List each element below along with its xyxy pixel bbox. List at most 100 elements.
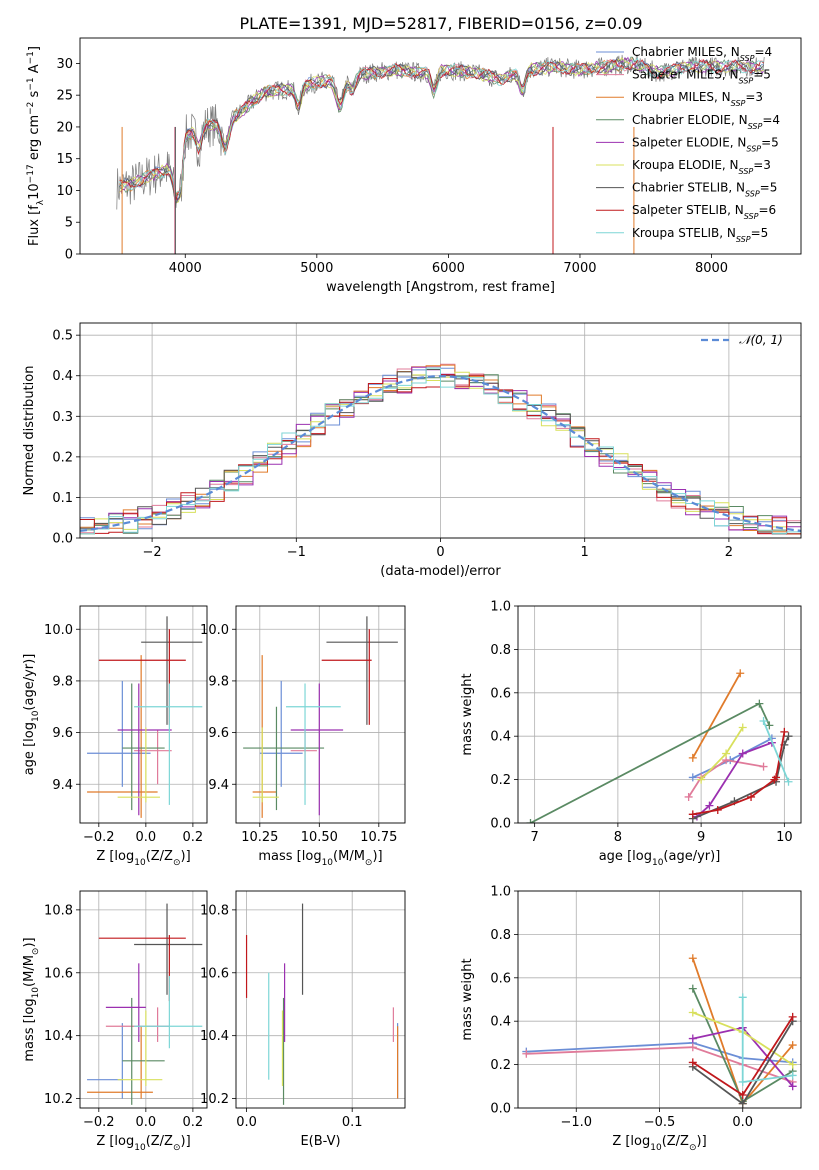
weight-marker bbox=[759, 717, 768, 726]
weight-marker bbox=[688, 954, 697, 963]
tick-label-x: 8 bbox=[614, 830, 622, 845]
axes-frame bbox=[235, 890, 406, 1109]
plot-area-weight-vs-Z bbox=[522, 954, 797, 1108]
tick-label-y: 0.6 bbox=[490, 686, 511, 701]
weight-marker bbox=[738, 1077, 747, 1086]
errorbar-point bbox=[252, 655, 277, 818]
tick-label-y: 25 bbox=[56, 89, 73, 104]
weight-marker bbox=[788, 1012, 797, 1021]
tick-label-y: 9.6 bbox=[208, 726, 229, 741]
tick-label-y: 0.0 bbox=[490, 1102, 511, 1117]
errorbar-point bbox=[98, 629, 186, 725]
axis-label-y: Flux [fλ10−17 erg cm−2 s−1 A−1] bbox=[26, 46, 46, 246]
tick-label-y: 30 bbox=[56, 57, 73, 72]
legend-entry: Chabrier STELIB, NSSP=5 bbox=[632, 181, 777, 199]
tick-label-y: 10.8 bbox=[200, 903, 229, 918]
tick-label-x: 7 bbox=[531, 830, 539, 845]
tick-label-y: 10 bbox=[56, 184, 73, 199]
tick-label-x: 10.25 bbox=[241, 830, 278, 845]
tick-label-x: 9 bbox=[697, 830, 705, 845]
chart-mass-vs-ebv: 0.0 0.1 10.2 10.4 10.6 10.8 E(B-V) bbox=[200, 890, 406, 1149]
weight-line-kroupa-elodie bbox=[700, 727, 744, 781]
errorbar-point bbox=[105, 963, 146, 1042]
tick-label-y: 0.2 bbox=[52, 450, 73, 465]
errorbar-point bbox=[117, 683, 172, 816]
tick-label-y: 10.4 bbox=[200, 1029, 229, 1044]
tick-label-y: 10.0 bbox=[44, 623, 73, 638]
errorbar-point bbox=[259, 680, 303, 787]
tick-label-x: 7000 bbox=[563, 261, 596, 276]
histogram-kroupa-stelib bbox=[80, 367, 801, 535]
errorbar-point bbox=[105, 1007, 170, 1042]
weight-marker bbox=[738, 993, 747, 1002]
tick-label-x: 0 bbox=[436, 545, 444, 560]
axes-frame bbox=[79, 322, 802, 539]
errorbar-point bbox=[117, 1010, 163, 1086]
chart-weight-vs-age: 7 8 9 10 0.0 0.2 0.4 0.6 0.8 1.0 age [log10(age/yr… bbox=[460, 600, 802, 868]
errorbar-point bbox=[290, 683, 344, 816]
tick-label-y: 9.6 bbox=[52, 726, 73, 741]
weight-line-salpeter-miles bbox=[687, 759, 764, 798]
tick-label-y: 0.6 bbox=[490, 971, 511, 986]
legend-entry: Kroupa STELIB, NSSP=5 bbox=[632, 226, 768, 244]
plot-area-spectrum bbox=[116, 53, 765, 254]
plot-area-residuals bbox=[80, 363, 801, 535]
tick-label-x: 8000 bbox=[695, 261, 728, 276]
weight-line-salpeter-elodie bbox=[696, 741, 773, 818]
errorbar-point bbox=[290, 730, 317, 785]
model-line-salpeter-elodie bbox=[119, 56, 764, 201]
weight-marker bbox=[688, 984, 697, 993]
plot-area-mass-vs-ebv bbox=[245, 903, 399, 1105]
weight-line-salpeter-stelib bbox=[692, 731, 786, 816]
tick-label-x: −2 bbox=[143, 545, 162, 560]
weight-marker bbox=[759, 762, 768, 771]
tick-label-y: 15 bbox=[56, 152, 73, 167]
weight-marker bbox=[705, 801, 714, 810]
axis-label-x: mass [log10(M/M⊙)] bbox=[258, 849, 382, 868]
tick-label-y: 10.4 bbox=[44, 1029, 73, 1044]
tick-label-y: 10.2 bbox=[200, 1092, 229, 1107]
axes-frame bbox=[79, 890, 208, 1109]
axis-label-x: Z [log10(Z/Z⊙)] bbox=[612, 1134, 706, 1153]
tick-label-y: 10.6 bbox=[200, 966, 229, 981]
weight-marker bbox=[526, 819, 535, 823]
axis-label-y: age [log10(age/yr)] bbox=[22, 654, 41, 776]
errorbar-point bbox=[122, 997, 165, 1105]
axis-label-x: (data-model)/error bbox=[380, 564, 501, 579]
model-line-salpeter-stelib bbox=[119, 58, 764, 201]
errorbar-point bbox=[134, 975, 203, 1049]
axis-label-y: mass weight bbox=[460, 958, 475, 1040]
tick-label-y: 10.0 bbox=[200, 623, 229, 638]
tick-label-y: 1.0 bbox=[490, 885, 511, 900]
tick-label-y: 0.8 bbox=[490, 643, 511, 658]
axis-label-x: wavelength [Angstrom, rest frame] bbox=[326, 280, 555, 295]
tick-label-x: 2 bbox=[725, 545, 733, 560]
weight-marker bbox=[788, 1060, 797, 1069]
weight-marker bbox=[738, 749, 747, 758]
errorbar-point bbox=[321, 629, 372, 725]
tick-label-x: −1 bbox=[287, 545, 306, 560]
tick-label-x: 0.0 bbox=[136, 830, 157, 845]
plot-area-weight-vs-age bbox=[526, 669, 793, 823]
weight-marker bbox=[688, 1008, 697, 1017]
weight-line-kroupa-stelib bbox=[741, 997, 793, 1084]
chart-age-vs-Z: −0.2 0.0 0.2 9.4 9.6 9.8 10.0 Z [log10(Z/Z⊙)] ag… bbox=[22, 605, 208, 868]
chart-residuals: −2 −1 0 1 2 0.0 0.1 0.2 0.3 0.4 0.5 (data-model)/er… bbox=[22, 322, 802, 579]
legend-entry: 𝒩(0, 1) bbox=[739, 333, 783, 347]
tick-label-y: 9.4 bbox=[52, 778, 73, 793]
tick-label-y: 1.0 bbox=[490, 600, 511, 615]
normal-curve bbox=[80, 375, 801, 532]
legend-entry: Kroupa ELODIE, NSSP=3 bbox=[632, 158, 771, 176]
axes-frame bbox=[79, 37, 802, 255]
tick-label-y: 0.1 bbox=[52, 491, 73, 506]
tick-label-y: 20 bbox=[56, 120, 73, 135]
tick-label-y: 5 bbox=[65, 216, 73, 231]
weight-marker bbox=[522, 1049, 531, 1058]
weight-line-chabrier-elodie bbox=[530, 702, 771, 823]
chart-mass-vs-Z: −0.2 0.0 0.2 10.2 10.4 10.6 10.8 Z [log10(Z/Z⊙)… bbox=[22, 890, 208, 1153]
model-line-kroupa-elodie bbox=[119, 57, 764, 203]
tick-label-x: 0.1 bbox=[342, 1115, 363, 1130]
chart-spectrum: 4000 5000 6000 7000 8000 0 5 10 15 20 25 30 waveleng… bbox=[26, 37, 802, 295]
weight-marker bbox=[788, 1041, 797, 1050]
